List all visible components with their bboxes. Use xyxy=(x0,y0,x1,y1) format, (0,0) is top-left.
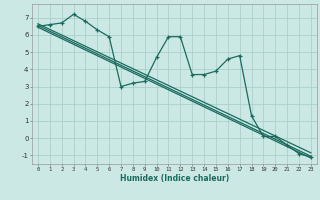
X-axis label: Humidex (Indice chaleur): Humidex (Indice chaleur) xyxy=(120,174,229,183)
